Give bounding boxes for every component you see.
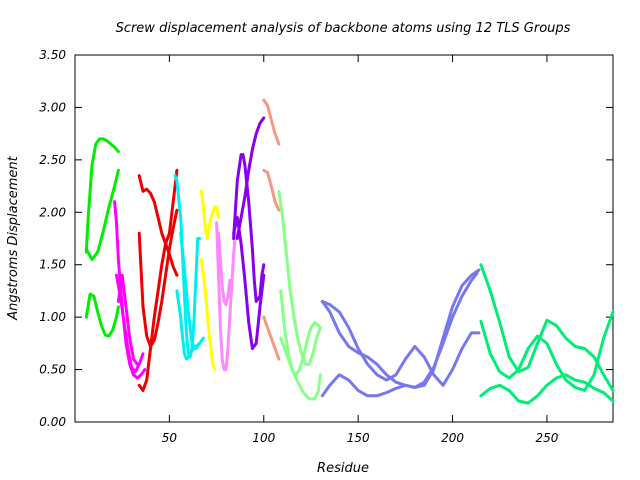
series-line-6 xyxy=(116,273,139,366)
series-line-9 xyxy=(137,208,179,348)
y-tick-label: 0.50 xyxy=(39,363,66,377)
y-tick-label: 0.00 xyxy=(39,415,66,429)
series-line-16 xyxy=(217,231,232,307)
plot-frame xyxy=(74,54,614,423)
series-line-5 xyxy=(115,273,145,374)
series-line-19 xyxy=(235,116,266,240)
series-line-26 xyxy=(320,299,481,387)
series-line-29 xyxy=(479,263,615,392)
series-line-21 xyxy=(262,168,281,212)
y-tick-label: 2.00 xyxy=(39,205,66,219)
y-tick-label: 1.00 xyxy=(39,310,66,324)
series-line-3 xyxy=(84,168,120,261)
series-line-7 xyxy=(137,168,179,392)
series-group xyxy=(84,98,615,405)
series-line-25 xyxy=(279,336,322,401)
axis-ticks xyxy=(75,54,613,423)
x-axis-label: Residue xyxy=(317,461,369,476)
series-line-15 xyxy=(215,221,237,372)
series-line-27 xyxy=(320,271,479,389)
series-line-13 xyxy=(200,189,220,240)
y-axis-label: Angstroms Displacement xyxy=(6,155,21,320)
series-line-14 xyxy=(200,258,217,372)
series-line-22 xyxy=(262,315,281,361)
x-tick-label: 150 xyxy=(347,431,370,445)
y-tick-label: 1.50 xyxy=(39,258,66,272)
series-line-10 xyxy=(173,174,202,359)
y-tick-label: 2.50 xyxy=(39,153,66,167)
series-line-31 xyxy=(479,373,615,405)
x-tick-label: 100 xyxy=(252,431,275,445)
series-line-24 xyxy=(279,289,320,377)
series-line-2 xyxy=(84,292,120,338)
series-line-20 xyxy=(262,98,281,146)
series-line-8 xyxy=(137,174,179,277)
x-tick-label: 250 xyxy=(535,431,558,445)
y-tick-label: 3.50 xyxy=(39,48,66,62)
x-tick-labels: 50 100 150 200 250 xyxy=(162,431,559,445)
x-tick-label: 200 xyxy=(441,431,464,445)
y-tick-label: 3.00 xyxy=(39,100,66,114)
chart-title: Screw displacement analysis of backbone … xyxy=(116,21,571,36)
series-line-28 xyxy=(320,268,481,398)
y-tick-labels: 0.00 0.50 1.00 1.50 2.00 2.50 3.00 3.50 xyxy=(39,48,66,429)
series-line-1 xyxy=(84,137,120,254)
series-line-12 xyxy=(179,231,205,351)
x-tick-label: 50 xyxy=(162,431,178,445)
series-line-23 xyxy=(277,189,322,366)
series-line-30 xyxy=(479,310,615,392)
